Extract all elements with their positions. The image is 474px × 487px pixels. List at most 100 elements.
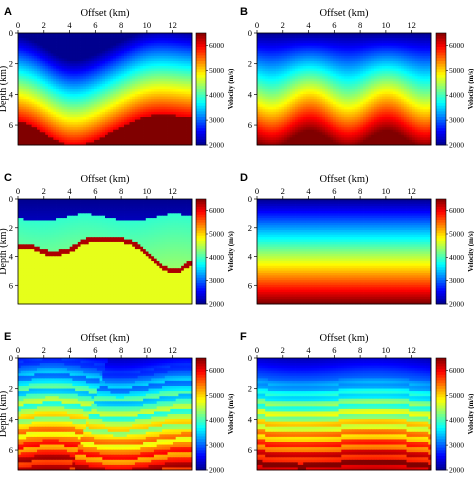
heatmap-cell [85,33,90,36]
heatmap-cell [121,114,125,118]
heatmap-cell [411,81,416,85]
heatmap-cell [401,99,405,103]
heatmap-cell [311,99,315,103]
heatmap-cell [292,76,296,80]
heatmap-cell [183,61,187,64]
heatmap-cell [324,83,329,87]
heatmap-cell [39,132,43,136]
heatmap-cell [324,76,329,80]
heatmap-cell [102,38,106,42]
heatmap-cell [151,89,155,92]
heatmap-cell [77,127,81,131]
heatmap-cell [18,66,22,70]
heatmap-cell [164,142,168,146]
heatmap-cell [45,81,49,85]
heatmap-cell [167,71,171,75]
heatmap-cell [102,91,106,95]
heatmap-cell [414,106,418,110]
heatmap-cell [365,86,369,90]
heatmap-cell [37,61,41,64]
heatmap-cell [295,38,299,42]
heatmap-cell [162,99,166,103]
heatmap-cell [376,104,380,108]
heatmap-cell [61,101,65,105]
heatmap-cell [80,134,84,138]
heatmap-cell [338,40,342,44]
heatmap-cell [286,55,291,59]
heatmap-cell [126,109,130,113]
heatmap-cell [376,38,380,42]
heatmap-cell [26,104,30,108]
heatmap-cell [118,38,122,42]
heatmap-cell [414,45,418,49]
heatmap-cell [365,111,369,115]
heatmap-cell [69,89,73,92]
heatmap-cell [175,53,179,57]
heatmap-cell [91,53,95,57]
heatmap-cell [47,99,52,103]
heatmap-cell [395,81,399,85]
heatmap-cell [395,76,399,80]
heatmap-cell [31,38,35,42]
heatmap-cell [324,81,329,85]
heatmap-cell [20,83,24,87]
heatmap-cell [80,53,84,57]
heatmap-cell [72,104,76,108]
heatmap-cell [153,122,158,126]
heatmap-cell [80,83,84,87]
heatmap-cell [153,66,158,70]
heatmap-cell [349,43,353,47]
heatmap-cell [327,76,331,80]
heatmap-cell [126,111,130,115]
heatmap-cell [18,96,22,100]
heatmap-cell [172,35,177,39]
heatmap-cell [151,55,155,59]
heatmap-cell [56,45,60,49]
heatmap-cell [23,111,27,115]
heatmap-cell [83,68,87,72]
heatmap-cell [257,66,261,70]
heatmap-cell [50,71,54,75]
heatmap-cell [286,114,291,118]
heatmap-cell [167,139,171,143]
heatmap-cell [69,48,73,52]
heatmap-cell [357,55,361,59]
heatmap-cell [371,43,375,47]
heatmap-cell [99,89,103,92]
heatmap-cell [107,104,111,108]
heatmap-cell [153,33,158,36]
heatmap-cell [373,40,378,44]
heatmap-cell [390,50,394,54]
heatmap-cell [314,35,318,39]
heatmap-cell [58,99,62,103]
heatmap-cell [259,43,263,47]
heatmap-cell [257,68,261,72]
heatmap-cell [373,66,378,70]
heatmap-cell [20,109,24,113]
heatmap-cell [42,101,46,105]
heatmap-cell [183,91,187,95]
heatmap-cell [69,38,73,42]
heatmap-cell [183,89,187,92]
heatmap-cell [316,89,320,92]
heatmap-cell [295,68,299,72]
heatmap-cell [387,101,391,105]
heatmap-cell [50,40,54,44]
heatmap-cell [148,99,152,103]
heatmap-cell [401,66,405,70]
heatmap-cell [91,101,95,105]
heatmap-cell [129,119,133,123]
heatmap-cell [346,106,350,110]
heatmap-cell [124,106,128,110]
heatmap-cell [18,71,22,75]
heatmap-cell [360,101,364,105]
heatmap-cell [267,114,271,118]
heatmap-cell [189,45,193,49]
heatmap-cell [64,142,68,146]
heatmap-cell [270,58,274,62]
heatmap-cell [308,50,312,54]
heatmap-cell [420,58,424,62]
heatmap-cell [324,71,329,75]
heatmap-cell [300,99,304,103]
x-tick-label: 4 [67,20,72,30]
